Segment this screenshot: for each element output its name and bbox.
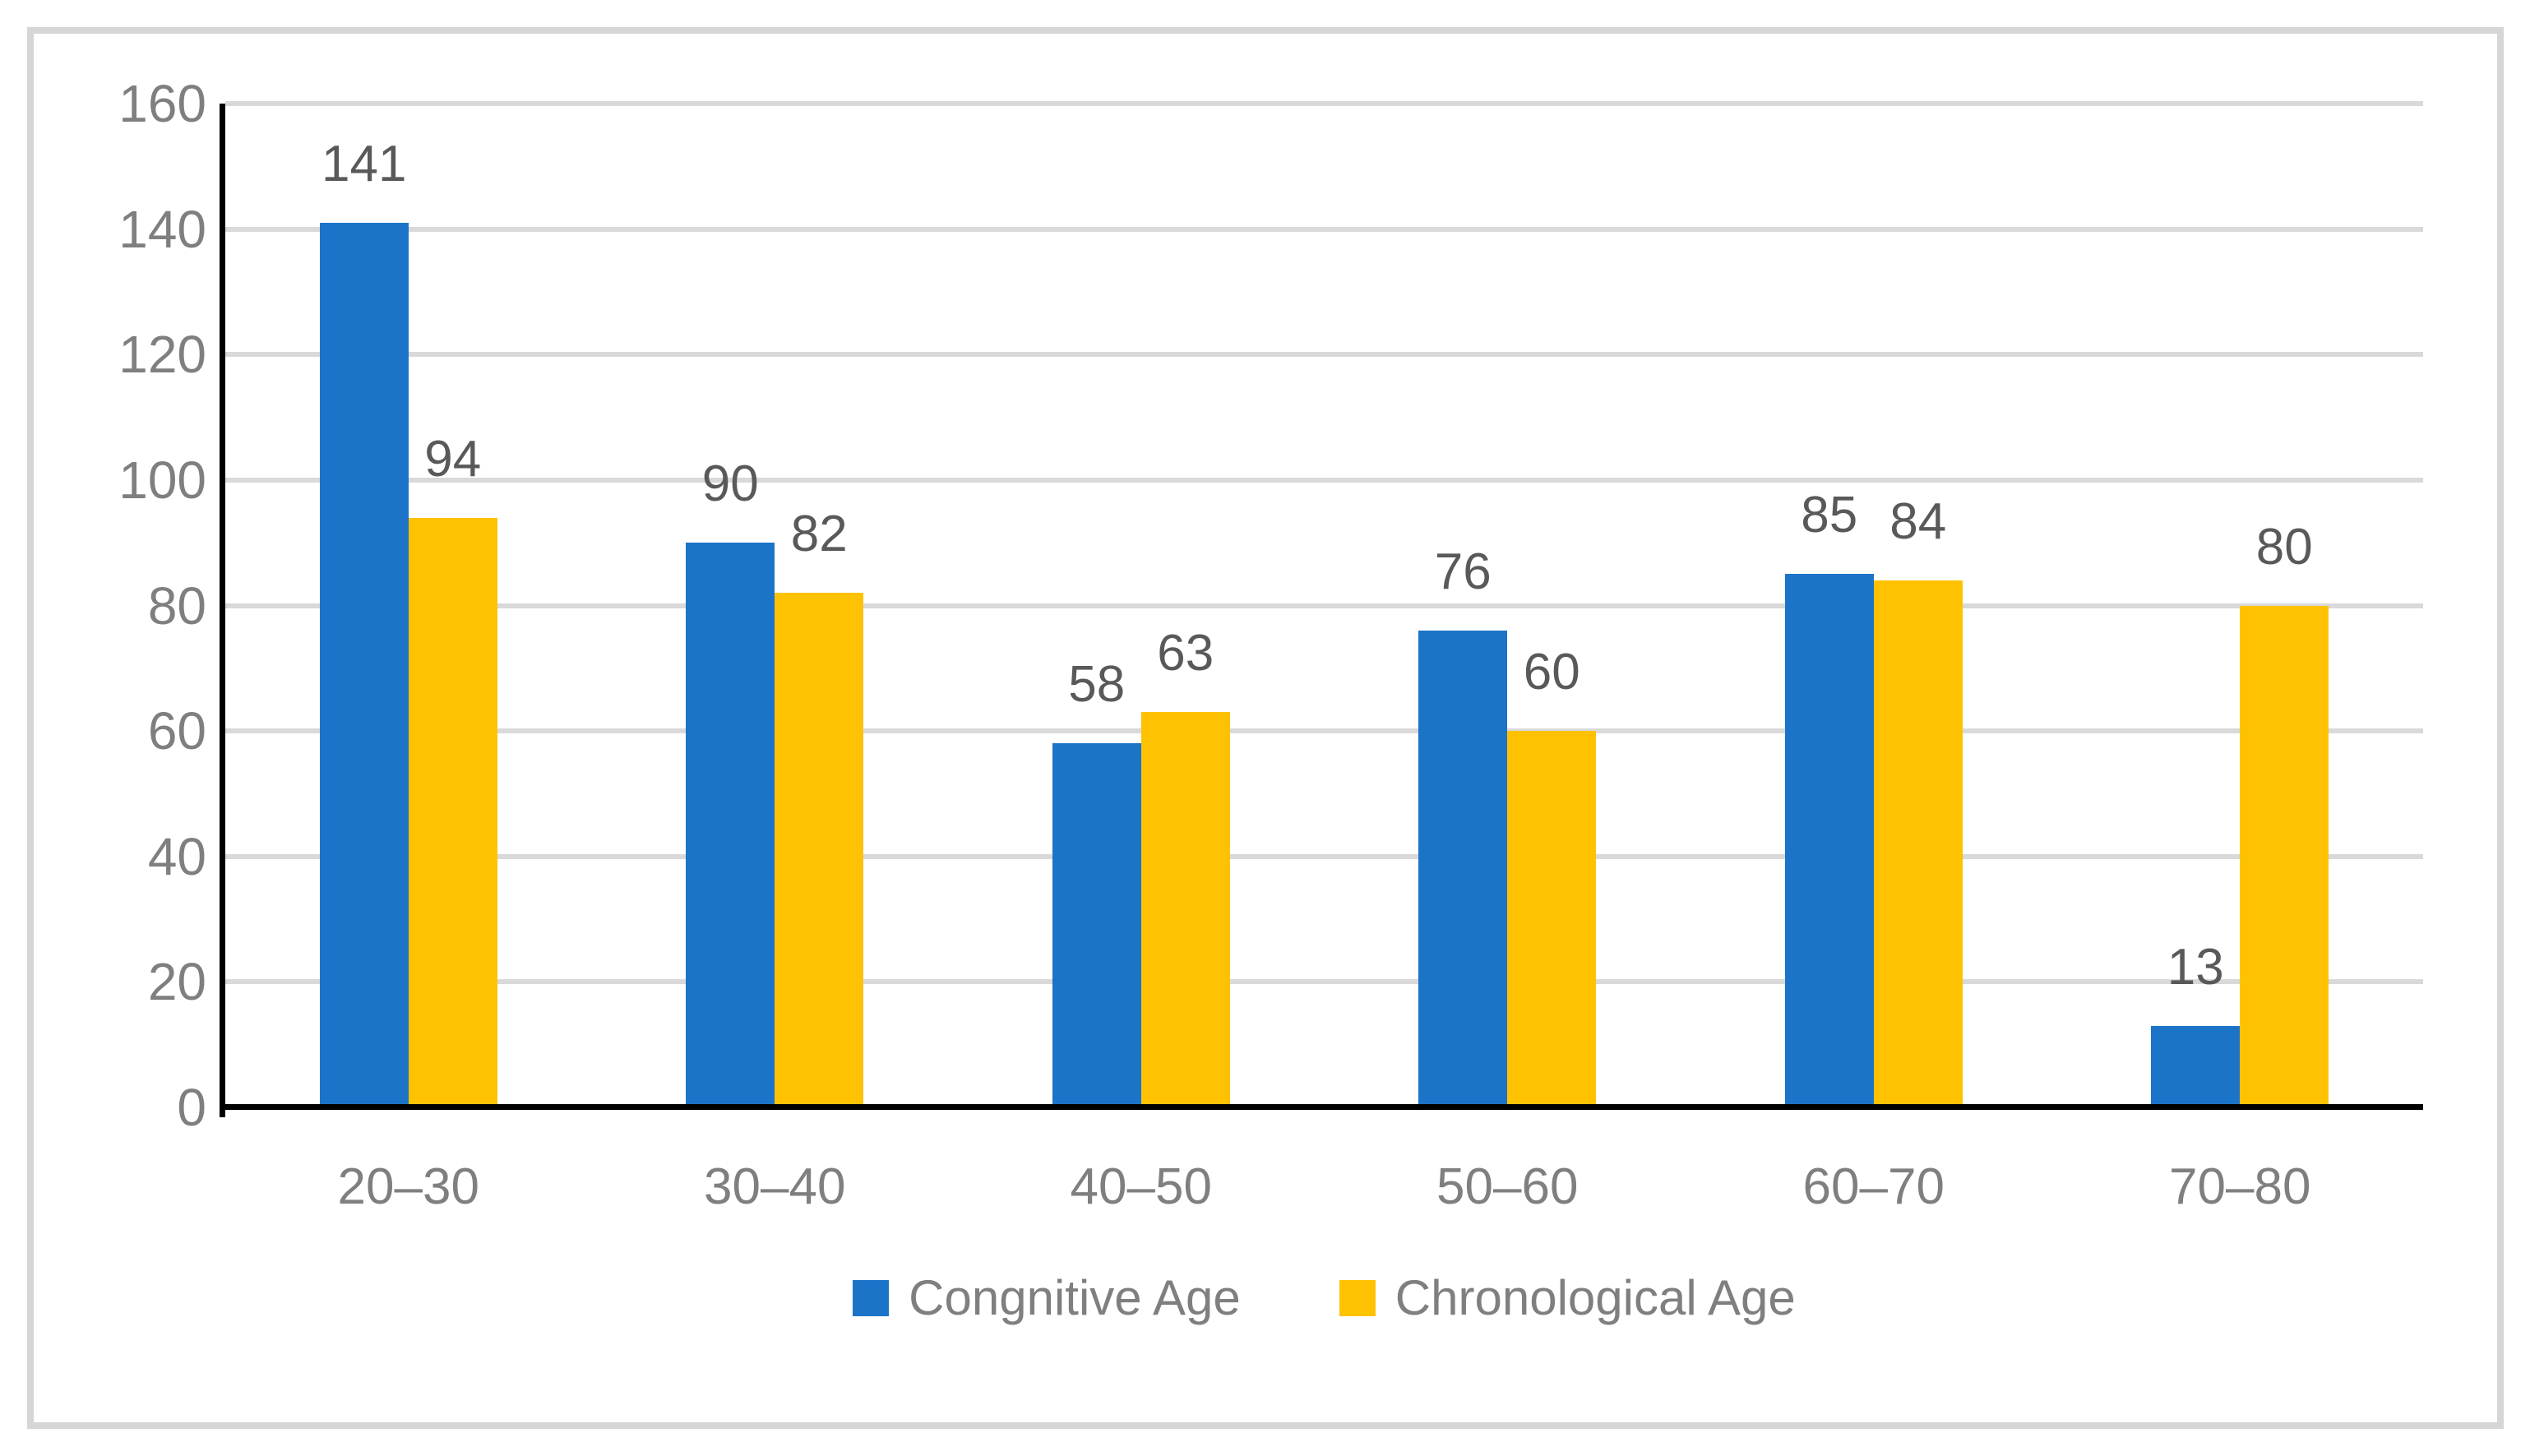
chart-frame: 141 94 90 82 58 63 76 60 85 84 13 80 0 20 40 60 80 100 12… [27,27,2504,1429]
bar-chronological-age [408,517,497,1107]
bar-slot: 76 [1418,104,1508,1107]
bar-slot: 141 [319,104,409,1107]
x-category-label: 30–40 [704,1158,846,1215]
bar-group-50–60: 76 60 [1325,104,1691,1107]
bar-slot: 60 [1507,104,1597,1107]
y-tick-label: 20 [147,952,206,1012]
bar-chronological-age [1140,712,1230,1107]
gridline-y-40 [225,853,2423,859]
x-category-label: 60–70 [1802,1158,1945,1215]
y-tick-label: 160 [118,74,206,133]
bar-slot: 94 [408,104,497,1107]
bar-slot: 63 [1140,104,1230,1107]
x-category-label: 20–30 [337,1158,479,1215]
data-label: 80 [2255,518,2313,575]
bar-congnitive-age [319,223,409,1107]
bar-chronological-age [775,593,864,1107]
bar-group-20–30: 141 94 [225,104,592,1107]
bar-congnitive-age [686,543,775,1107]
bar-slot: 85 [1784,104,1874,1107]
gridline-y-160 [225,101,2423,106]
bar-slot: 84 [1873,104,1963,1107]
legend-swatch-icon [853,1280,890,1316]
bar-slot: 82 [775,104,864,1107]
gridline-y-20 [225,979,2423,985]
chart-legend: Congnitive Age Chronological Age [225,1273,2423,1323]
x-category-label: 70–80 [2169,1158,2311,1215]
legend-item-chronological-age: Chronological Age [1339,1273,1796,1323]
y-tick-label: 100 [118,450,206,510]
bar-group-30–40: 90 82 [592,104,959,1107]
y-tick-label: 60 [147,701,206,761]
bar-group-60–70: 85 84 [1691,104,2057,1107]
bar-slot: 13 [2151,104,2241,1107]
data-label: 85 [1801,487,1858,544]
gridline-y-140 [225,226,2423,232]
bar-slot: 90 [686,104,775,1107]
legend-label: Chronological Age [1395,1270,1796,1325]
bar-slot: 80 [2240,104,2329,1107]
data-label: 84 [1889,492,1947,550]
legend-swatch-icon [1339,1280,1376,1316]
gridline-y-120 [225,352,2423,358]
bar-group-40–50: 58 63 [958,104,1325,1107]
gridline-y-100 [225,477,2423,483]
data-label: 90 [701,455,759,513]
bar-chronological-age [1873,580,1963,1107]
data-label: 94 [424,430,482,488]
x-category-label: 40–50 [1070,1158,1212,1215]
bar-chronological-age [2240,605,2329,1107]
y-tick-label: 140 [118,199,206,259]
bar-congnitive-age [2151,1025,2241,1107]
data-label: 82 [790,506,848,563]
y-axis-line [220,104,225,1117]
bar-congnitive-age [1784,574,1874,1107]
plot-area: 141 94 90 82 58 63 76 60 85 84 13 80 [220,101,2424,1117]
data-label: 60 [1523,644,1580,701]
data-label: 76 [1434,543,1492,601]
y-tick-label: 40 [147,826,206,886]
bar-slot: 58 [1052,104,1141,1107]
x-category-label: 50–60 [1436,1158,1579,1215]
data-label: 141 [321,136,407,192]
bar-group-70–80: 13 80 [2057,104,2424,1107]
x-axis-line [225,1104,2423,1110]
data-label: 63 [1157,625,1214,682]
gridline-y-80 [225,603,2423,608]
gridline-y-60 [225,728,2423,734]
data-label: 58 [1068,656,1126,714]
bar-chronological-age [1507,731,1597,1107]
bar-congnitive-age [1418,631,1508,1107]
y-tick-label: 120 [118,325,206,385]
legend-item-congnitive-age: Congnitive Age [853,1273,1241,1323]
y-tick-label: 0 [177,1078,206,1137]
legend-label: Congnitive Age [909,1270,1241,1325]
y-tick-label: 80 [147,575,206,636]
data-label: 13 [2167,938,2224,996]
bar-congnitive-age [1052,743,1141,1107]
